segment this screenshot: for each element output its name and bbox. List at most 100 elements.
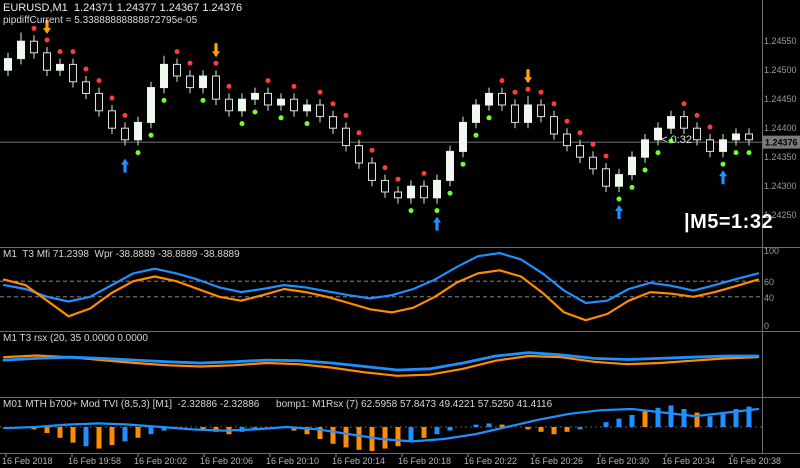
tvi-bar [83, 427, 89, 447]
sell-dot [421, 170, 427, 176]
sell-dot [551, 101, 557, 107]
time-axis-label[interactable]: 16 Feb 20:18 [398, 456, 451, 466]
sell-dot [499, 78, 505, 84]
candle-body [407, 185, 415, 199]
pane1-axis-label[interactable]: 0 [764, 321, 769, 331]
tvi-bar [564, 427, 570, 432]
buy-dot [252, 109, 258, 115]
current-price-text: 1.24376 [765, 138, 798, 148]
time-axis-label[interactable]: 16 Feb 20:26 [530, 456, 583, 466]
tvi-bar [642, 411, 648, 427]
tvi-bar [473, 424, 479, 427]
candle-body [615, 174, 623, 187]
pane3-caption: M01 MTH b700+ Mod TVI (8,5,3) [M1] -2.32… [3, 399, 553, 410]
candle-body [329, 116, 337, 129]
time-axis-label[interactable]: 16 Feb 20:34 [662, 456, 715, 466]
sell-dot [577, 130, 583, 136]
buy-dot [720, 161, 726, 167]
price-axis-label[interactable]: 1.24550 [764, 36, 797, 46]
pane1-caption: M1 T3 Mfi 71.2398 Wpr -38.8889 -38.8889 … [3, 249, 240, 260]
candle-body [95, 92, 103, 112]
price-axis-label[interactable]: 1.24250 [764, 210, 797, 220]
rsx-orange-line [2, 354, 760, 377]
sell-dot [512, 89, 518, 95]
sell-dot [31, 25, 37, 31]
sell-dot [382, 165, 388, 171]
candle-body [433, 179, 441, 199]
candle-body [173, 63, 181, 77]
candle-body [121, 127, 129, 141]
time-axis-label[interactable]: 16 Feb 20:02 [134, 456, 187, 466]
buy-dot [642, 167, 648, 173]
candle-body [641, 139, 649, 158]
price-axis-label[interactable]: 1.24450 [764, 94, 797, 104]
tvi-bar [135, 427, 141, 438]
tvi-bar [408, 427, 414, 442]
candle-body [69, 63, 77, 83]
candle-body [264, 92, 272, 106]
sell-dot [174, 49, 180, 55]
buy-arrow-icon [615, 205, 623, 219]
sell-arrow-icon [524, 69, 532, 84]
mfi-line [2, 252, 760, 305]
buy-dot [629, 184, 635, 190]
buy-dot [746, 150, 752, 156]
time-axis-label[interactable]: 16 Feb 20:30 [596, 456, 649, 466]
buy-dot [733, 150, 739, 156]
candle-body [17, 40, 25, 60]
time-axis-label[interactable]: 16 Feb 2018 [2, 456, 53, 466]
sell-dot [707, 124, 713, 130]
candle-body [355, 145, 363, 164]
candle-body [459, 121, 467, 152]
time-axis-label[interactable]: 16 Feb 20:14 [332, 456, 385, 466]
sell-dot [343, 112, 349, 118]
tvi-bar [369, 427, 375, 451]
price-axis-label[interactable]: 1.24300 [764, 181, 797, 191]
sell-dot [109, 95, 115, 101]
tvi-bar [577, 427, 583, 430]
candle-body [563, 133, 571, 147]
sell-arrow-icon [212, 43, 220, 58]
candle-body [550, 116, 558, 135]
candle-body [238, 98, 246, 112]
tvi-bar [434, 427, 440, 435]
pane1-axis-label[interactable]: 40 [764, 293, 774, 303]
tvi-bar [538, 427, 544, 432]
buy-dot [447, 190, 453, 196]
candle-body [108, 110, 116, 129]
time-axis-label[interactable]: 16 Feb 19:58 [68, 456, 121, 466]
buy-dot [161, 97, 167, 103]
sell-dot [590, 141, 596, 147]
buy-dot [616, 196, 622, 202]
candle-body [498, 92, 506, 106]
sell-dot [44, 37, 50, 43]
tvi-bar [161, 427, 167, 431]
candle-body [420, 185, 428, 199]
candle-body [381, 179, 389, 193]
price-axis-label[interactable]: 1.24350 [764, 152, 797, 162]
buy-dot [135, 150, 141, 156]
buy-arrow-icon [433, 216, 441, 231]
buy-dot [486, 115, 492, 121]
tvi-bar [122, 427, 128, 442]
time-axis-label[interactable]: 16 Feb 20:06 [200, 456, 253, 466]
pane1-axis-label[interactable]: 100 [764, 246, 779, 256]
candle-body [680, 116, 688, 129]
candle-body [56, 63, 64, 71]
tvi-bar [356, 427, 362, 450]
candle-body [316, 104, 324, 118]
candle-body [290, 98, 298, 112]
time-axis-label[interactable]: 16 Feb 20:38 [728, 456, 781, 466]
tvi-bar [616, 418, 622, 427]
sell-dot [395, 176, 401, 182]
candle-body [225, 98, 233, 112]
buy-arrow-icon [121, 158, 129, 173]
tvi-bar [499, 424, 505, 427]
time-axis-label[interactable]: 16 Feb 20:22 [464, 456, 517, 466]
time-axis-label[interactable]: 16 Feb 20:10 [266, 456, 319, 466]
tvi-bar [551, 427, 557, 435]
price-axis-label[interactable]: 1.24500 [764, 65, 797, 75]
pane1-axis-label[interactable]: 60 [764, 277, 774, 287]
price-axis-label[interactable]: 1.24400 [764, 123, 797, 133]
